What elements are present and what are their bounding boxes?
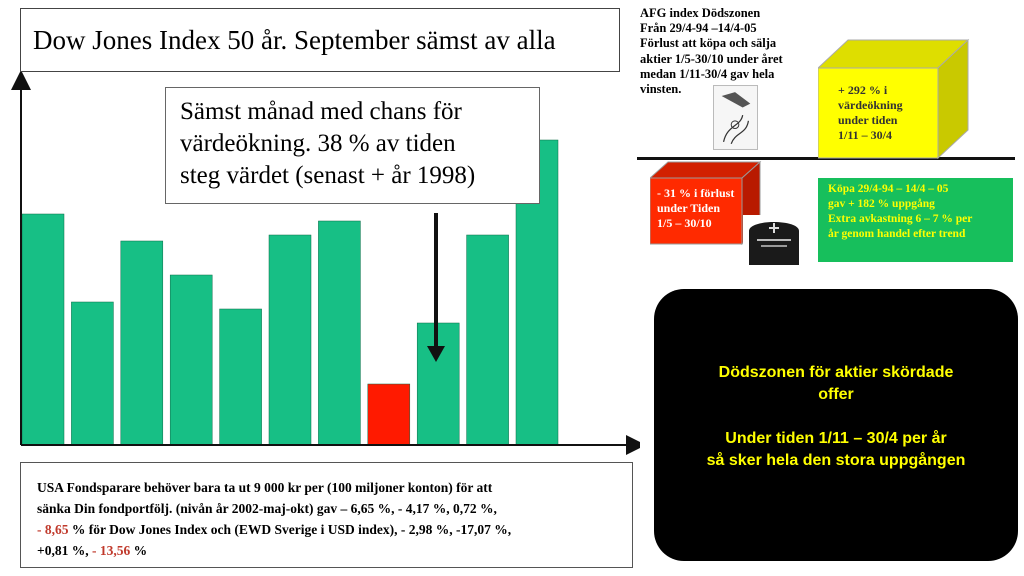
footnote-line-4: +0,81 %, - 13,56 % bbox=[37, 540, 632, 561]
footnote-line-3-rest: % för Dow Jones Index och (EWD Sverige i… bbox=[68, 522, 512, 537]
callout-box: Sämst månad med chans för värdeökning. 3… bbox=[165, 87, 540, 204]
footnote-line-1: USA Fondsparare behöver bara ta ut 9 000… bbox=[37, 480, 493, 495]
callout-line-1: Sämst månad med chans för bbox=[180, 98, 462, 125]
yellow-box-label: + 292 % i värdeökning under tiden 1/11 –… bbox=[838, 83, 938, 143]
footnote-dash: - bbox=[37, 522, 45, 537]
footnote-line-4-end: % bbox=[130, 543, 148, 558]
chart-title: Dow Jones Index 50 år. September sämst a… bbox=[20, 8, 620, 72]
afg-line-3: Förlust att köpa och sälja bbox=[640, 36, 777, 51]
footnote-highlight-1: 8,65 bbox=[44, 522, 69, 537]
red-box-label: - 31 % i förlust under Tiden 1/5 – 30/10 bbox=[657, 186, 752, 231]
afg-line-2: Från 29/4-94 –14/4-05 bbox=[640, 21, 757, 36]
yellow-line-4: 1/11 – 30/4 bbox=[838, 128, 893, 142]
bar bbox=[318, 220, 361, 446]
afg-index-note: AFG index Dödszonen Från 29/4-94 –14/4-0… bbox=[640, 6, 820, 97]
tombstone-image-icon bbox=[743, 215, 805, 267]
yellow-line-2: värdeökning bbox=[838, 98, 903, 112]
footnote-highlight-2: - 13,56 bbox=[91, 543, 131, 558]
callout-line-2: värdeökning. 38 % av tiden bbox=[180, 130, 456, 157]
footnote-box: USA Fondsparare behöver bara ta ut 9 000… bbox=[20, 462, 633, 568]
bar bbox=[466, 234, 509, 446]
footnote-line-2: sänka Din fondportfölj. (nivån år 2002-m… bbox=[37, 501, 497, 516]
yellow-line-3: under tiden bbox=[838, 113, 898, 127]
green-line-2: gav + 182 % uppgång bbox=[828, 198, 935, 210]
bar bbox=[21, 213, 65, 446]
black-line-4: så sker hela den stora uppgången bbox=[706, 452, 966, 469]
afg-line-5: medan 1/11-30/4 gav hela bbox=[640, 66, 775, 81]
bar bbox=[219, 308, 262, 446]
red-line-2: under Tiden bbox=[657, 201, 721, 215]
death-zone-box: Dödszonen för aktier skördade offer Unde… bbox=[654, 289, 1018, 561]
black-line-2: offer bbox=[818, 386, 854, 403]
bar-highlighted bbox=[367, 383, 411, 446]
footnote-line-4-start: +0,81 %, bbox=[37, 543, 92, 558]
chart-title-text: Dow Jones Index 50 år. September sämst a… bbox=[33, 25, 556, 55]
cartoon-image-icon bbox=[713, 85, 758, 150]
red-line-3: 1/5 – 30/10 bbox=[657, 216, 712, 230]
yellow-line-1: + 292 % i bbox=[838, 83, 888, 97]
red-line-1: - 31 % i förlust bbox=[657, 186, 735, 200]
footnote-line-3: - 8,65 % för Dow Jones Index och (EWD Sv… bbox=[37, 519, 632, 540]
bar bbox=[416, 322, 460, 446]
bar bbox=[71, 301, 114, 446]
black-line-1: Dödszonen för aktier skördade bbox=[718, 364, 954, 381]
callout-line-3: steg värdet (senast + år 1998) bbox=[180, 162, 476, 189]
yellow-3d-box bbox=[818, 38, 970, 160]
afg-line-1: AFG index Dödszonen bbox=[640, 6, 761, 20]
bar bbox=[169, 274, 213, 446]
down-arrow-head bbox=[427, 346, 445, 362]
green-info-box: Köpa 29/4-94 – 14/4 – 05 gav + 182 % upp… bbox=[818, 178, 1013, 262]
black-line-3: Under tiden 1/11 – 30/4 per år bbox=[725, 430, 947, 447]
bar bbox=[268, 234, 312, 446]
bar bbox=[120, 240, 164, 446]
green-line-3: Extra avkastning 6 – 7 % per bbox=[828, 213, 973, 225]
bar-chart bbox=[11, 70, 640, 455]
afg-line-6: vinsten. bbox=[640, 82, 682, 97]
green-line-4: år genom handel efter trend bbox=[828, 228, 966, 240]
green-line-1: Köpa 29/4-94 – 14/4 – 05 bbox=[828, 183, 949, 195]
afg-line-4: aktier 1/5-30/10 under året bbox=[640, 51, 783, 66]
